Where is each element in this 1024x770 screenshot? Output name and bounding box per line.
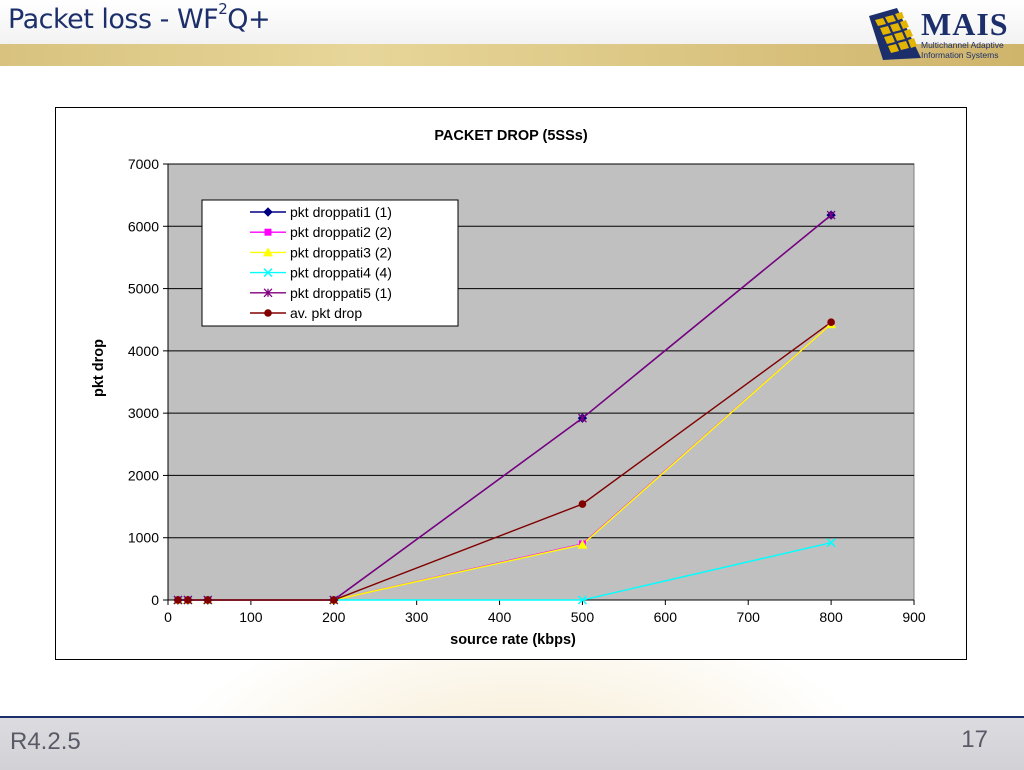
data-point-series-6	[827, 318, 835, 327]
logo-subtitle-line1: Multichannel Adaptive	[921, 40, 1004, 50]
x-tick-label: 700	[737, 609, 761, 625]
packet-drop-chart: 0 1000 2000 3000 4000 5000 6000 7000 0 100 200 300 4…	[91, 128, 926, 648]
x-tick-label: 800	[819, 609, 843, 625]
y-tick-label: 3000	[128, 405, 159, 421]
logo-emblem-icon	[869, 8, 921, 60]
slide-title-superscript: 2	[218, 0, 228, 18]
y-tick-label: 5000	[128, 281, 159, 297]
legend-entry: pkt droppati4 (4)	[290, 265, 392, 281]
data-point-series-4	[826, 538, 836, 548]
y-tick-label: 6000	[128, 218, 159, 234]
page-number: 17	[961, 726, 988, 753]
legend-marker	[263, 207, 273, 217]
x-tick-label: 500	[571, 609, 595, 625]
title-bar: Packet loss - WF2Q+	[0, 0, 1024, 44]
data-point-series-6	[184, 596, 192, 604]
data-point-series-6	[578, 500, 587, 508]
legend-entry: pkt droppati3 (2)	[290, 244, 392, 260]
x-tick-label: 900	[902, 609, 926, 625]
data-point-series-6	[329, 596, 338, 604]
footer-section-label: R4.2.5	[10, 728, 81, 755]
chart-container: 0 1000 2000 3000 4000 5000 6000 7000 0 100 200 300 4…	[55, 107, 967, 660]
y-axis-label: pkt drop	[91, 339, 107, 397]
data-point-series-4	[577, 595, 587, 605]
y-tick-label: 7000	[128, 156, 159, 172]
x-tick-label: 400	[488, 609, 512, 625]
data-point-series-5	[826, 210, 836, 220]
x-tick-label: 300	[405, 609, 429, 625]
slide-title-main: Packet loss - WF	[8, 4, 219, 35]
x-tick-label: 100	[239, 609, 263, 625]
data-point-series-5	[577, 413, 587, 423]
x-tick-label: 200	[322, 609, 346, 625]
gold-band	[0, 44, 1024, 66]
data-point-series-3	[577, 539, 588, 549]
x-tick-label: 600	[654, 609, 678, 625]
mais-logo: MAIS Multichannel Adaptive Information S…	[869, 6, 1019, 62]
legend-entry: pkt droppati2 (2)	[290, 224, 392, 240]
y-tick-label: 0	[151, 592, 159, 608]
legend-marker	[263, 247, 273, 257]
footer-bar: R4.2.5 17	[0, 716, 1024, 770]
y-tick-label: 4000	[128, 343, 159, 359]
legend-marker	[263, 268, 273, 278]
legend-entry: pkt droppati1 (1)	[290, 204, 392, 220]
y-tick-label: 2000	[128, 467, 159, 483]
legend-marker	[263, 288, 273, 298]
slide-title: Packet loss - WF2Q+	[8, 0, 271, 35]
data-point-series-6	[203, 596, 212, 604]
data-point-series-6	[174, 596, 182, 604]
chart-title: PACKET DROP (5SSs)	[434, 128, 588, 144]
legend-entry: pkt droppati5 (1)	[290, 285, 392, 301]
x-axis-label: source rate (kbps)	[450, 632, 576, 648]
slide-title-end: Q+	[227, 4, 271, 35]
legend-box	[201, 199, 459, 327]
logo-wordmark: MAIS	[921, 6, 1009, 42]
legend-entry: av. pkt drop	[290, 305, 362, 321]
x-tick-label: 0	[164, 609, 172, 625]
y-tick-label: 1000	[128, 530, 159, 546]
logo-subtitle-line2: Information Systems	[921, 50, 999, 60]
legend-marker	[264, 228, 272, 236]
legend-marker	[264, 309, 272, 317]
